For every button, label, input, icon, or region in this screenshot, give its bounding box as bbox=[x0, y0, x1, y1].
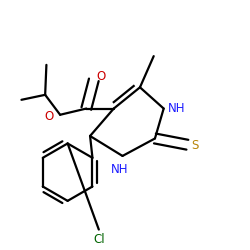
Text: NH: NH bbox=[111, 164, 129, 176]
Text: NH: NH bbox=[168, 102, 185, 115]
Text: O: O bbox=[45, 110, 54, 122]
Text: S: S bbox=[191, 140, 198, 152]
Text: O: O bbox=[96, 70, 106, 82]
Text: Cl: Cl bbox=[93, 233, 104, 246]
